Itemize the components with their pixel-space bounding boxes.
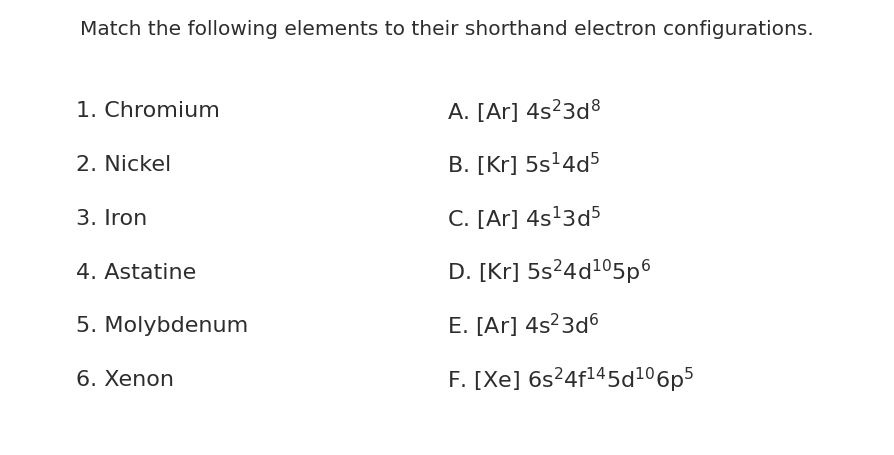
Text: D. [Kr] 5s$^{2}$4d$^{10}$5p$^{6}$: D. [Kr] 5s$^{2}$4d$^{10}$5p$^{6}$: [447, 258, 651, 287]
Text: Match the following elements to their shorthand electron configurations.: Match the following elements to their sh…: [80, 20, 814, 40]
Text: E. [Ar] 4s$^{2}$3d$^{6}$: E. [Ar] 4s$^{2}$3d$^{6}$: [447, 312, 600, 340]
Text: 6. Xenon: 6. Xenon: [76, 370, 174, 390]
Text: A. [Ar] 4s$^{2}$3d$^{8}$: A. [Ar] 4s$^{2}$3d$^{8}$: [447, 97, 601, 126]
Text: C. [Ar] 4s$^{1}$3d$^{5}$: C. [Ar] 4s$^{1}$3d$^{5}$: [447, 205, 601, 233]
Text: B. [Kr] 5s$^{1}$4d$^{5}$: B. [Kr] 5s$^{1}$4d$^{5}$: [447, 151, 600, 179]
Text: 5. Molybdenum: 5. Molybdenum: [76, 316, 249, 336]
Text: 2. Nickel: 2. Nickel: [76, 155, 172, 175]
Text: F. [Xe] 6s$^{2}$4f$^{14}$5d$^{10}$6p$^{5}$: F. [Xe] 6s$^{2}$4f$^{14}$5d$^{10}$6p$^{5…: [447, 365, 695, 394]
Text: 4. Astatine: 4. Astatine: [76, 263, 197, 283]
Text: 3. Iron: 3. Iron: [76, 209, 148, 229]
Text: 1. Chromium: 1. Chromium: [76, 101, 220, 121]
